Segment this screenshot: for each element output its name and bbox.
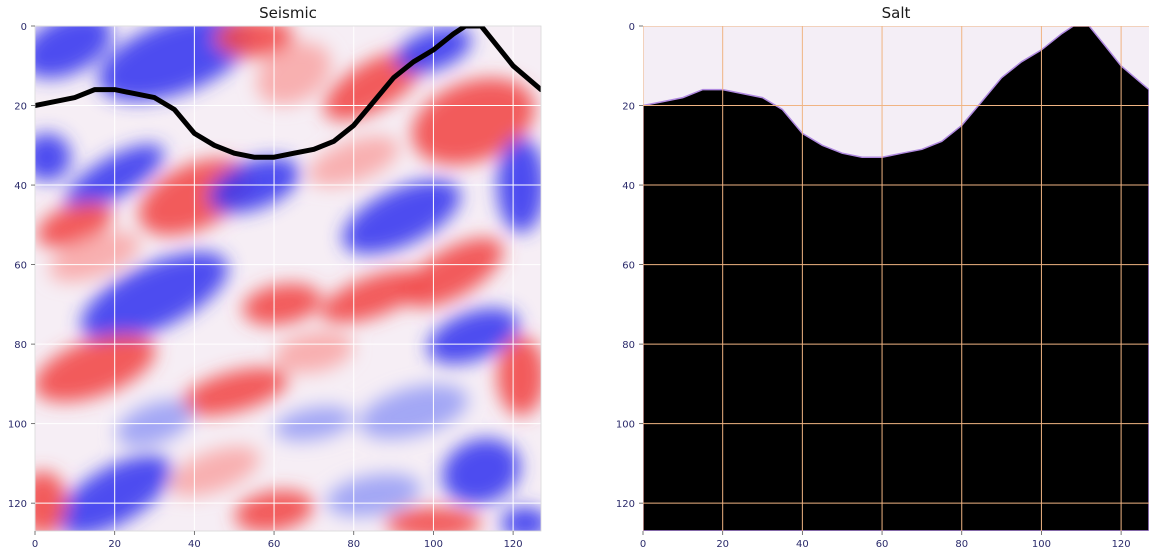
amplitude-blob [49,231,141,282]
x-tick-label: 100 [424,539,443,550]
x-tick-label: 20 [108,539,121,550]
x-tick-label: 120 [504,539,523,550]
x-tick-label: 0 [32,539,38,550]
x-tick-label: 80 [347,539,360,550]
y-tick-label: 100 [8,420,27,431]
seismic-grid [35,26,541,531]
x-tick-label: 60 [876,539,889,550]
y-tick-label: 120 [616,499,635,510]
amplitude-blob [81,252,228,341]
y-tick-label: 0 [21,22,27,33]
y-tick-label: 120 [8,499,27,510]
salt-y-axis: 0 20 40 60 80 100 120 [616,22,643,510]
seismic-frame [34,25,542,532]
x-tick-label: 20 [716,539,729,550]
y-tick-label: 80 [622,340,635,351]
y-tick-label: 20 [622,102,635,113]
y-tick-label: 60 [622,261,635,272]
x-tick-label: 0 [640,539,646,550]
y-tick-label: 100 [616,420,635,431]
amplitude-blob [242,283,322,326]
y-tick-label: 40 [622,181,635,192]
seismic-title: Seismic [259,4,317,22]
x-tick-label: 60 [268,539,281,550]
amplitude-blob [35,26,112,79]
salt-mask [643,26,1149,531]
amplitude-blob [497,336,541,416]
amplitude-blob [442,438,521,505]
amplitude-blob [359,384,468,439]
salt-title: Salt [882,4,911,22]
x-tick-label: 40 [796,539,809,550]
seismic-panel: Seismic 0 20 40 60 80 100 120 0 20 40 60 80 100 120 [8,4,542,550]
y-tick-label: 20 [14,102,27,113]
amplitude-blob [323,50,424,121]
amplitude-blob [256,42,332,105]
seismic-y-axis: 0 20 40 60 80 100 120 [8,22,35,510]
amplitude-blob [320,269,427,324]
y-tick-label: 60 [14,261,27,272]
y-tick-label: 80 [14,340,27,351]
amplitude-blob [326,473,421,517]
amplitude-blob [411,78,535,165]
amplitude-blob [180,367,289,416]
x-tick-label: 120 [1112,539,1131,550]
x-tick-label: 100 [1032,539,1051,550]
salt-panel: Salt 0 20 40 60 80 100 120 0 20 40 60 80 100 120 [616,4,1149,550]
y-tick-label: 40 [14,181,27,192]
amplitude-blob [168,446,260,497]
amplitude-blob [342,179,461,254]
seismic-amplitude-field [35,26,541,531]
amplitude-blob [501,507,541,531]
salt-x-axis: 0 20 40 60 80 100 120 [640,531,1131,550]
salt-grid [643,26,1149,531]
amplitude-blob [403,237,504,308]
amplitude-blob [274,331,354,373]
y-tick-label: 0 [629,22,635,33]
amplitude-blob [35,471,67,531]
seismic-x-axis: 0 20 40 60 80 100 120 [32,531,523,550]
amplitude-blob [427,308,519,364]
amplitude-blob [35,133,71,182]
amplitude-blob [98,26,251,102]
salt-boundary-line [35,26,541,160]
x-tick-label: 80 [955,539,968,550]
amplitude-blob [35,333,156,403]
x-tick-label: 40 [188,539,201,550]
